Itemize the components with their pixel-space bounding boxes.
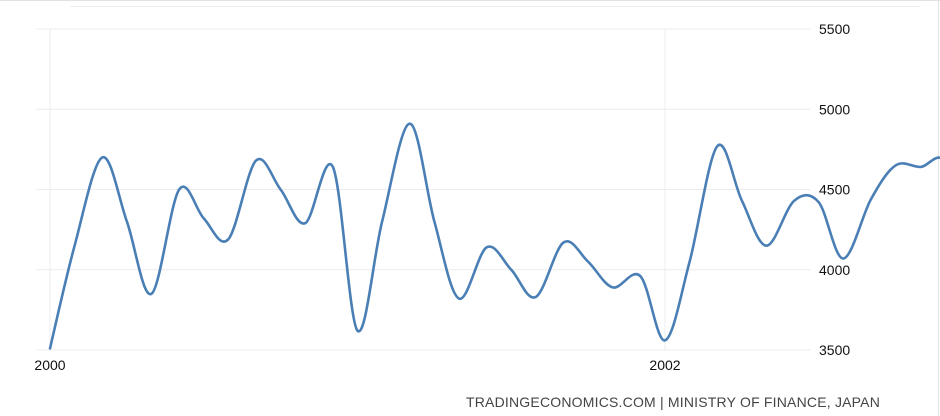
x-tick-label: 2000	[34, 357, 65, 373]
y-tick-label: 5500	[819, 21, 850, 37]
right-border	[938, 0, 939, 416]
y-tick-label: 3500	[819, 342, 850, 358]
y-tick-label: 4500	[819, 182, 850, 198]
gridlines	[36, 28, 810, 351]
x-axis-ticks: 200020022004	[34, 357, 680, 373]
y-tick-label: 5000	[819, 101, 850, 117]
source-attribution: TRADINGECONOMICS.COM | MINISTRY OF FINAN…	[466, 394, 881, 410]
y-tick-label: 4000	[819, 262, 850, 278]
series-line	[48, 122, 940, 350]
top-border-inner	[70, 6, 920, 7]
top-border	[0, 0, 940, 1]
y-axis-ticks: 3500 4000 4500 5000 5500	[819, 21, 850, 358]
x-tick-label: 2002	[649, 357, 680, 373]
